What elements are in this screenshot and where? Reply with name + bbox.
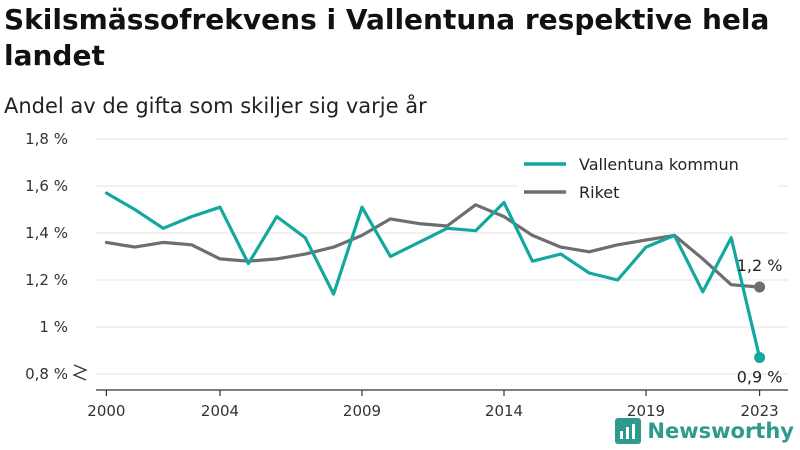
legend: Vallentuna kommun Riket (518, 152, 778, 204)
axis-break-icon (72, 364, 88, 381)
series-lines (104, 191, 762, 360)
y-tick-label: 0,8 % (25, 365, 68, 383)
legend-label: Vallentuna kommun (579, 155, 739, 174)
y-tick-label: 1,6 % (25, 177, 68, 195)
y-tick-label: 1,8 % (25, 130, 68, 148)
brand-name: Newsworthy (647, 419, 794, 443)
y-tick-label: 1,2 % (25, 271, 68, 289)
legend-label: Riket (579, 183, 619, 202)
end-value-label: 1,2 % (737, 256, 783, 275)
chart-title: Skilsmässofrekvens i Vallentuna respekti… (4, 3, 770, 72)
x-tick-label: 2009 (343, 402, 381, 420)
x-tick-label: 2000 (87, 402, 125, 420)
x-tick-label: 2019 (627, 402, 665, 420)
x-tick-label: 2004 (201, 402, 239, 420)
end-labels: 0,9 % 1,2 % (737, 256, 783, 387)
end-point (754, 281, 766, 293)
x-tick-label: 2014 (485, 402, 523, 420)
chart-subtitle: Andel av de gifta som skiljer sig varje … (4, 94, 427, 118)
brand-logo: Newsworthy (615, 418, 794, 444)
x-tick-label: 2023 (741, 402, 779, 420)
end-value-label: 0,9 % (737, 368, 783, 387)
y-tick-label: 1 % (39, 318, 68, 336)
bar-chart-logo-icon (615, 418, 642, 444)
series-line (104, 203, 762, 289)
end-point (754, 352, 766, 364)
y-tick-label: 1,4 % (25, 224, 68, 242)
series-line (104, 191, 762, 360)
axes: 0,8 % 1 % 1,2 % 1,4 % 1,6 % 1,8 % 2000 2004 2009… (25, 130, 788, 420)
